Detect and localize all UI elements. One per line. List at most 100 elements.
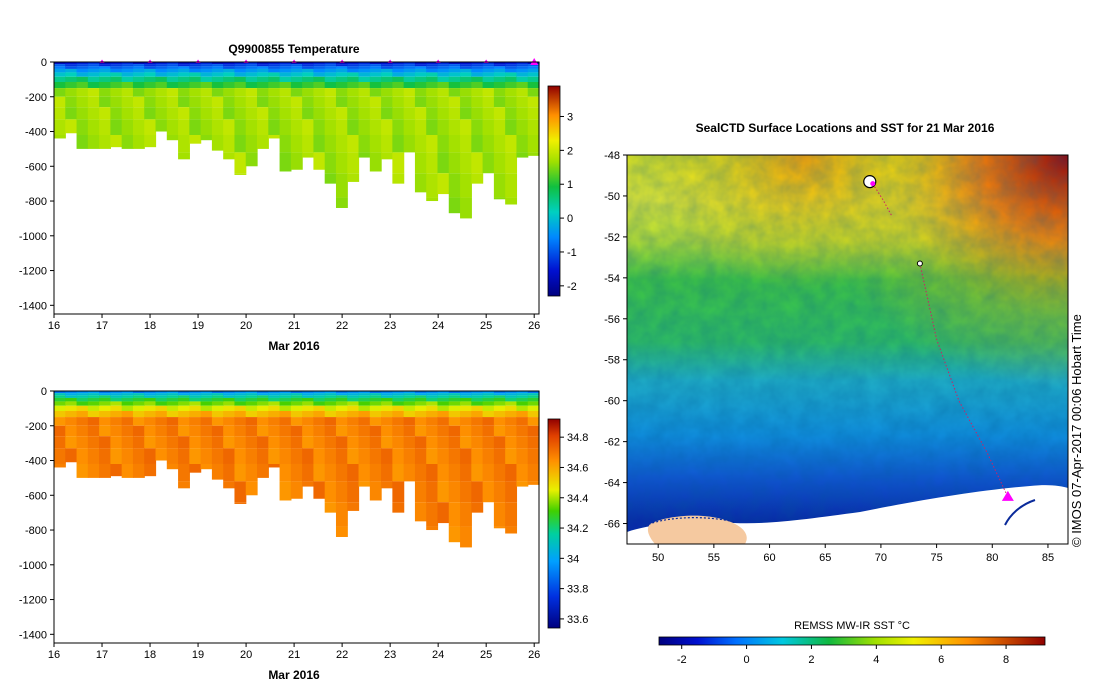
section-cell — [358, 425, 371, 437]
section-cell — [381, 76, 393, 82]
section-cell — [166, 436, 179, 449]
section-cell — [335, 502, 348, 527]
section-cell — [65, 62, 78, 65]
section-cell — [257, 391, 269, 394]
x-tick-label: 23 — [384, 649, 396, 661]
section-cell — [381, 410, 393, 418]
current-location-marker — [1001, 490, 1014, 501]
section-cell — [155, 68, 168, 73]
section-cell — [257, 64, 269, 67]
section-cell — [110, 72, 123, 77]
section-cell — [381, 405, 393, 411]
section-cell — [178, 425, 190, 437]
section-cell — [324, 72, 337, 77]
section-cell — [178, 391, 190, 394]
section-cell — [516, 76, 529, 82]
section-cell — [527, 425, 540, 437]
section-cell — [200, 62, 213, 65]
section-cell — [99, 405, 111, 411]
section-cell — [245, 88, 258, 97]
section-cell — [493, 463, 506, 482]
section-cell — [121, 66, 134, 69]
section-cell — [144, 62, 157, 65]
x-tick-label: 16 — [48, 649, 60, 661]
section-cell — [178, 66, 190, 69]
section-cell — [369, 436, 382, 449]
section-cell — [392, 68, 405, 73]
section-cell — [403, 62, 416, 65]
section-cell — [268, 68, 281, 73]
section-cell — [381, 152, 393, 160]
section-cell — [290, 96, 303, 108]
section-cell — [460, 448, 472, 464]
section-cell — [268, 96, 281, 108]
section-cell — [302, 401, 315, 406]
section-cell — [200, 405, 213, 411]
section-cell — [279, 68, 292, 73]
section-cell — [324, 481, 337, 503]
seal-tracks — [863, 175, 1014, 501]
section-cell — [279, 397, 292, 402]
section-cell — [324, 401, 337, 406]
section-cell — [110, 96, 123, 108]
section-cell — [324, 96, 337, 108]
section-cell — [76, 417, 89, 426]
coastline-east — [1004, 499, 1036, 526]
colorbar-tick-label: 34 — [567, 553, 579, 565]
section-cell — [426, 391, 439, 394]
section-cell — [505, 502, 518, 527]
section-cell — [121, 393, 134, 396]
section-cell — [234, 76, 247, 82]
section-cell — [516, 393, 529, 396]
section-cell — [200, 96, 213, 108]
section-cell — [99, 88, 111, 97]
section-cell — [347, 405, 360, 411]
section-cell — [414, 502, 427, 522]
section-cell — [505, 397, 518, 402]
section-cell — [178, 62, 190, 65]
section-cell — [437, 107, 450, 120]
section-cell — [493, 88, 506, 97]
sst-texture — [627, 155, 1068, 544]
section-cell — [313, 119, 326, 135]
section-cell — [448, 152, 461, 174]
section-cell — [460, 393, 472, 396]
section-cell — [166, 68, 179, 73]
section-cell — [437, 410, 450, 418]
section-cell — [493, 397, 506, 402]
section-cell — [302, 66, 315, 69]
section-cell — [166, 62, 179, 65]
section-cell — [290, 436, 303, 449]
section-cell — [358, 397, 371, 402]
section-cell — [335, 526, 348, 537]
section-cell — [403, 64, 416, 67]
section-cell — [516, 395, 529, 398]
section-cell — [279, 134, 292, 153]
salinity-section-plot: 16 17 18 19 20 21 22 23 24 25 26 0 -200 -400 -600 -800 -… — [19, 386, 589, 682]
section-cell — [223, 425, 236, 437]
section-cell — [87, 107, 100, 120]
section-cell — [76, 134, 89, 149]
section-cell — [290, 76, 303, 82]
colorbar-tick-label: 1 — [567, 179, 573, 191]
section-cell — [358, 463, 371, 482]
section-cell — [54, 405, 66, 411]
section-cell — [381, 134, 393, 153]
section-cell — [426, 395, 439, 398]
section-cell — [76, 66, 89, 69]
section-cell — [369, 152, 382, 172]
section-cell — [144, 72, 157, 77]
section-cell — [178, 72, 190, 77]
section-cell — [155, 62, 168, 65]
lat-tick-label: -60 — [604, 396, 620, 408]
section-cell — [54, 134, 66, 139]
section-cell — [290, 81, 303, 89]
section-cell — [245, 436, 258, 449]
section-cell — [110, 448, 123, 464]
section-cell — [200, 448, 213, 464]
section-cell — [505, 481, 518, 503]
section-cell — [290, 88, 303, 97]
section-cell — [482, 395, 495, 398]
section-cell — [448, 88, 461, 97]
section-cell — [268, 64, 281, 67]
